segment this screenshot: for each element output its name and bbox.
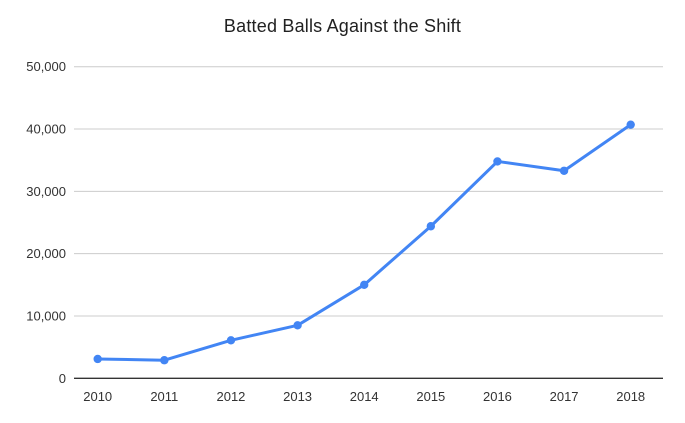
y-tick-label-50000: 50,000 [26, 59, 66, 74]
x-tick-label-2018: 2018 [616, 389, 645, 404]
data-point-2012 [226, 336, 236, 345]
x-tick-label-2014: 2014 [350, 389, 379, 404]
x-tick-label-2017: 2017 [550, 389, 579, 404]
data-point-2018 [626, 120, 635, 129]
y-tick-label-20000: 20,000 [26, 246, 66, 261]
series-line [96, 123, 633, 362]
x-tick-label-2015: 2015 [416, 389, 445, 404]
x-tick-label-2012: 2012 [216, 389, 245, 404]
data-point-2016 [493, 157, 502, 166]
y-tick-label-10000: 10,000 [26, 308, 66, 323]
y-tick-label-30000: 30,000 [26, 184, 66, 199]
x-tick-label-2013: 2013 [283, 389, 312, 404]
data-point-2010 [93, 354, 102, 364]
data-point-2015 [426, 222, 436, 231]
x-tick-label-2016: 2016 [483, 389, 512, 404]
y-tick-label-0: 0 [59, 371, 66, 386]
x-tick-label-2011: 2011 [150, 389, 178, 404]
data-point-2011 [160, 356, 169, 365]
data-point-2013 [293, 321, 302, 330]
y-tick-label-40000: 40,000 [26, 122, 66, 137]
chart-title: Batted Balls Against the Shift [223, 16, 462, 36]
x-tick-label-2010: 2010 [83, 389, 112, 404]
data-point-2017 [559, 166, 569, 175]
data-point-2014 [360, 280, 369, 290]
